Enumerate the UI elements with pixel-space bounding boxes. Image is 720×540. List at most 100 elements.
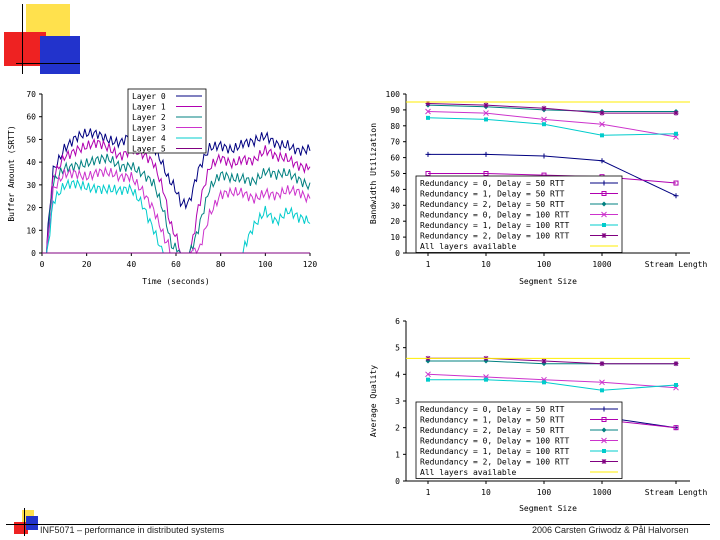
bandwidth-legend-label: Redundancy = 0, Delay = 100 RTT [420,211,569,220]
buffer-y-tick-label: 40 [26,158,36,167]
buffer-y-tick-label: 20 [26,204,36,213]
quality-point-redundancy-0-delay-100-rtt [599,379,605,386]
bandwidth-point-redundancy-0-delay-100-rtt [425,108,431,115]
quality-y-axis-title: Average Quality [369,365,378,437]
bandwidth-point-redundancy-0-delay-100-rtt [599,121,605,128]
quality-y-tick-label: 0 [395,477,400,486]
buffer-x-axis-title: Time (seconds) [142,277,209,286]
buffer-y-tick-label: 50 [26,135,36,144]
buffer-x-tick-label: 100 [258,260,273,269]
bandwidth-x-axis-title: Segment Size [519,277,577,286]
bandwidth-legend-marker [601,180,607,186]
bandwidth-y-tick-label: 0 [395,249,400,258]
buffer-legend-label: Layer 1 [132,103,166,112]
bandwidth-point-redundancy-1-delay-100-rtt [600,133,604,138]
bandwidth-point-redundancy-1-delay-100-rtt [674,131,678,136]
buffer-series-layer-2 [46,153,311,254]
buffer-x-tick-label: 40 [127,260,137,269]
quality-legend-label: Redundancy = 2, Delay = 100 RTT [420,458,569,467]
deco-square-red-top [4,32,46,66]
deco-hline-bottom [6,524,710,525]
quality-point-redundancy-2-delay-100-rtt [599,361,605,367]
bandwidth-legend-label: Redundancy = 2, Delay = 100 RTT [420,232,569,241]
buffer-x-tick-label: 80 [216,260,226,269]
buffer-y-tick-label: 70 [26,90,36,99]
quality-point-redundancy-2-delay-100-rtt [673,361,679,367]
bandwidth-legend-marker [601,211,607,218]
quality-legend-marker [601,459,607,464]
bandwidth-point-redundancy-2-delay-100-rtt [425,101,431,107]
bandwidth-series-redundancy-1-delay-50-rtt [428,173,677,184]
bandwidth-point-redundancy-0-delay-100-rtt [541,116,547,123]
footer-course: INF5071 – performance in distributed sys… [40,525,225,535]
bandwidth-point-redundancy-1-delay-50-rtt [483,171,489,176]
buffer-legend-box [127,88,207,154]
footer-copyright: 2006 Carsten Griwodz & Pål Halvorsen [532,525,689,535]
bandwidth-point-redundancy-2-delay-100-rtt [599,110,605,116]
quality-legend-label: Redundancy = 0, Delay = 50 RTT [420,405,565,414]
quality-y-tick-label: 3 [395,397,400,406]
bandwidth-legend-label: Redundancy = 1, Delay = 50 RTT [420,190,565,199]
quality-legend-label: Redundancy = 1, Delay = 100 RTT [420,447,569,456]
buffer-legend-label: Layer 4 [132,134,166,143]
buffer-series-layer-1 [46,137,311,254]
bandwidth-legend-label: Redundancy = 2, Delay = 50 RTT [420,200,565,209]
quality-legend-label: All layers available [420,468,517,477]
bandwidth-point-redundancy-0-delay-50-rtt [541,153,547,159]
quality-point-redundancy-1-delay-100-rtt [426,377,430,382]
bandwidth-point-redundancy-0-delay-50-rtt [599,158,605,164]
deco-hline-top [16,63,80,64]
bandwidth-y-tick-label: 10 [390,233,400,242]
quality-point-redundancy-2-delay-100-rtt [541,358,547,364]
quality-y-tick-label: 4 [395,370,400,379]
bandwidth-point-redundancy-1-delay-50-rtt [673,180,679,186]
bandwidth-legend-marker [602,223,606,227]
bandwidth-legend-marker [601,201,607,207]
quality-x-tick-label: 1000 [592,488,611,497]
quality-point-redundancy-0-delay-100-rtt [425,371,431,378]
buffer-legend-label: Layer 3 [132,124,166,133]
bandwidth-point-redundancy-0-delay-100-rtt [483,110,489,116]
buffer-y-tick-label: 10 [26,226,36,235]
buffer-y-tick-label: 60 [26,113,36,122]
quality-legend-label: Redundancy = 2, Delay = 50 RTT [420,426,565,435]
quality-legend-marker [601,406,607,412]
bandwidth-y-tick-label: 20 [390,217,400,226]
quality-y-tick-label: 1 [395,450,400,459]
buffer-legend-label: Layer 0 [132,92,166,101]
deco-vline-bottom [24,508,25,536]
buffer-y-tick-label: 0 [31,249,36,258]
bandwidth-y-tick-label: 30 [390,201,400,210]
quality-y-tick-label: 6 [395,317,400,326]
buffer-legend-label: Layer 5 [132,145,166,154]
buffer-x-tick-label: 0 [40,260,45,269]
bandwidth-y-tick-label: 40 [390,185,400,194]
quality-y-tick-label: 2 [395,424,400,433]
quality-legend-marker [601,417,607,422]
bandwidth-point-redundancy-1-delay-100-rtt [426,115,430,120]
bandwidth-y-tick-label: 60 [390,154,400,163]
deco-square-blue-bottom [26,516,38,530]
bandwidth-legend-label: Redundancy = 0, Delay = 50 RTT [420,179,565,188]
deco-square-blue-top [40,36,80,74]
bandwidth-y-tick-label: 70 [390,138,400,147]
bandwidth-legend-marker [601,233,607,238]
quality-x-axis-title: Segment Size [519,504,577,513]
quality-point-redundancy-1-delay-100-rtt [542,380,546,385]
quality-legend-label: Redundancy = 1, Delay = 50 RTT [420,416,565,425]
buffer-y-tick-label: 30 [26,181,36,190]
bandwidth-legend-box [415,175,623,253]
quality-x-tick-label: Stream Length [645,488,708,497]
quality-legend-marker [601,437,607,444]
quality-series-redundancy-0-delay-100-rtt [427,373,677,389]
bandwidth-y-tick-label: 90 [390,106,400,115]
quality-x-tick-label: 100 [537,488,552,497]
bandwidth-legend-marker [601,191,607,196]
quality-point-redundancy-1-delay-100-rtt [484,377,488,382]
quality-legend-marker [601,427,607,433]
bandwidth-y-axis-title: Bandwidth Utilization [369,123,378,224]
bandwidth-point-redundancy-1-delay-100-rtt [484,117,488,122]
bandwidth-y-tick-label: 80 [390,122,400,131]
